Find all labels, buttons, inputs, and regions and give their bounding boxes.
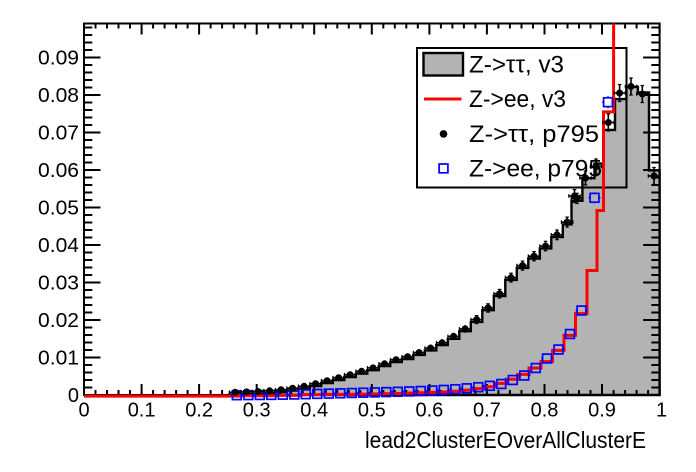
svg-text:0.1: 0.1 [128, 400, 156, 422]
svg-text:0: 0 [78, 400, 89, 422]
svg-text:0.07: 0.07 [38, 123, 79, 145]
svg-text:0.8: 0.8 [531, 400, 559, 422]
svg-text:0.7: 0.7 [473, 400, 501, 422]
svg-text:0.4: 0.4 [300, 400, 328, 422]
svg-text:0.5: 0.5 [358, 400, 386, 422]
svg-text:0.02: 0.02 [38, 310, 79, 332]
svg-text:0.08: 0.08 [38, 85, 79, 107]
svg-text:Z->ττ, v3: Z->ττ, v3 [469, 52, 564, 79]
svg-text:0.06: 0.06 [38, 160, 79, 182]
svg-text:0.05: 0.05 [38, 198, 79, 220]
svg-text:0.6: 0.6 [415, 400, 443, 422]
svg-text:Z->ττ, p795: Z->ττ, p795 [469, 121, 599, 148]
svg-text:0.03: 0.03 [38, 273, 79, 295]
svg-text:0: 0 [68, 385, 79, 407]
svg-text:0.09: 0.09 [38, 48, 79, 70]
svg-text:lead2ClusterEOverAllClusterE: lead2ClusterEOverAllClusterE [365, 427, 646, 453]
svg-text:Z->ee, v3: Z->ee, v3 [469, 86, 566, 113]
svg-text:0.9: 0.9 [588, 400, 616, 422]
svg-text:0.01: 0.01 [38, 348, 79, 370]
svg-text:0.3: 0.3 [243, 400, 271, 422]
svg-text:1: 1 [656, 400, 667, 422]
svg-text:0.2: 0.2 [185, 400, 213, 422]
svg-text:0.04: 0.04 [38, 235, 79, 257]
